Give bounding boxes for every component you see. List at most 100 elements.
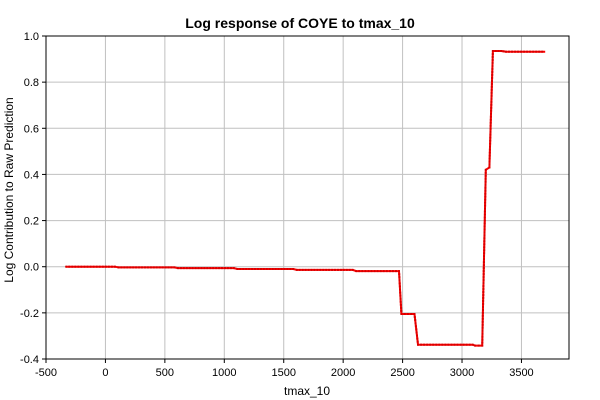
data-point (484, 180, 487, 183)
x-tick-label: 3000 (450, 367, 474, 379)
data-point (110, 265, 113, 268)
data-point (221, 267, 223, 270)
data-point (484, 207, 486, 210)
data-point (307, 268, 310, 271)
data-point (481, 341, 484, 344)
data-point (447, 343, 450, 346)
data-point (215, 267, 218, 270)
data-point (101, 265, 104, 268)
data-point (334, 268, 336, 271)
data-point (423, 343, 426, 346)
data-point (462, 343, 465, 346)
data-point (526, 50, 529, 53)
data-point (417, 343, 419, 346)
data-point (229, 267, 232, 270)
data-point (236, 268, 239, 270)
data-point (481, 338, 484, 341)
data-point (490, 109, 493, 112)
data-point (483, 243, 486, 246)
data-point (491, 59, 494, 61)
data-point (295, 268, 298, 271)
data-point (89, 265, 92, 268)
data-point (399, 291, 402, 294)
data-point (95, 265, 98, 268)
data-point (520, 50, 523, 53)
data-point (123, 266, 126, 269)
y-tick-label: 1.0 (24, 31, 39, 43)
data-point (400, 306, 403, 309)
data-point (474, 344, 477, 347)
data-point (173, 266, 176, 269)
x-axis-label: tmax_10 (284, 384, 330, 398)
data-point (483, 222, 486, 225)
data-point (342, 268, 345, 271)
data-point (482, 305, 484, 308)
data-point (489, 133, 492, 136)
data-point (345, 268, 348, 271)
data-point (489, 127, 492, 130)
data-point (194, 267, 197, 270)
data-point (245, 268, 248, 270)
data-point (316, 268, 319, 271)
data-point (280, 268, 283, 270)
data-point (484, 198, 487, 201)
data-point (497, 50, 500, 52)
data-point (490, 91, 493, 94)
data-point (483, 252, 486, 255)
data-point (218, 267, 221, 270)
data-point (259, 268, 262, 270)
data-point (490, 94, 493, 97)
data-point (331, 268, 334, 271)
data-point (415, 331, 418, 334)
data-point (200, 267, 203, 270)
data-point (482, 276, 485, 279)
data-point (107, 265, 110, 268)
data-point (482, 273, 485, 276)
data-point (188, 267, 191, 270)
data-point (482, 264, 485, 267)
y-tick-label: -0.4 (20, 354, 39, 366)
data-point (170, 266, 173, 269)
data-point (224, 267, 226, 270)
series-points (65, 50, 544, 347)
data-point (319, 268, 322, 271)
data-point (414, 325, 417, 328)
data-point (304, 268, 307, 271)
y-tick-label: -0.2 (20, 308, 39, 320)
data-point (239, 268, 242, 270)
data-point (399, 300, 402, 303)
data-point (400, 309, 403, 312)
data-point (254, 268, 256, 270)
data-point (482, 308, 484, 311)
data-point (406, 313, 409, 315)
data-point (456, 343, 459, 346)
data-point (482, 288, 485, 290)
data-point (490, 106, 493, 109)
data-point (529, 50, 532, 53)
y-axis: -0.4 -0.2 0.0 0.2 0.4 0.6 0.8 1.0 (20, 31, 46, 366)
data-point (71, 265, 74, 268)
data-point (488, 160, 491, 163)
data-point (399, 297, 402, 300)
data-point (113, 265, 116, 268)
data-point (265, 268, 268, 270)
data-point (164, 266, 167, 269)
data-point (167, 266, 170, 269)
data-point (541, 50, 544, 53)
data-point (414, 319, 417, 322)
data-point (490, 85, 493, 88)
data-point (481, 329, 484, 332)
data-point (483, 216, 486, 219)
data-point (438, 343, 441, 346)
data-point (271, 268, 274, 270)
data-point (385, 270, 388, 273)
data-point (74, 265, 77, 268)
data-point (351, 268, 354, 271)
data-point (191, 267, 194, 270)
data-point (481, 335, 484, 338)
y-tick-label: 0.6 (24, 123, 39, 135)
data-point (129, 266, 132, 269)
data-point (370, 270, 373, 273)
data-point (86, 265, 89, 268)
data-point (491, 61, 494, 64)
